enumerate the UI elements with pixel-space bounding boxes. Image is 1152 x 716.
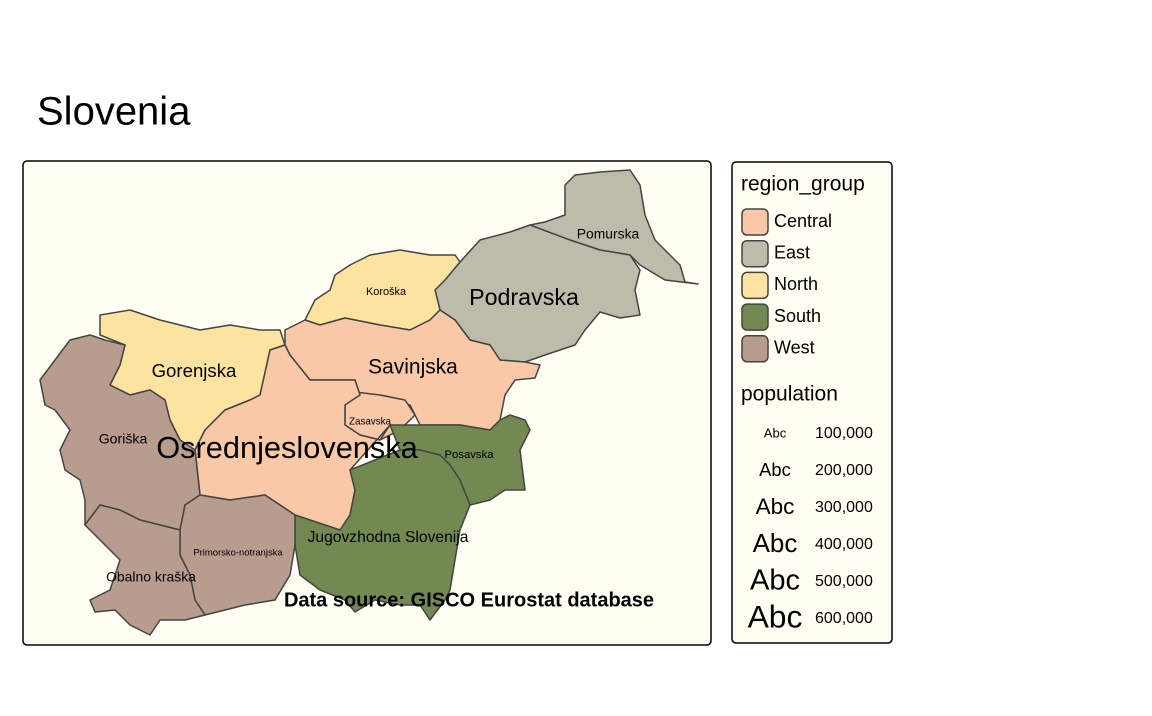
region-label: Koroška xyxy=(366,286,407,298)
legend-swatch xyxy=(741,335,769,363)
legend-label: 300,000 xyxy=(815,499,873,516)
legend-symbol: Abc xyxy=(750,565,800,597)
region-label: Posavska xyxy=(444,449,494,461)
regions xyxy=(39,169,699,636)
region-label: Zasavska xyxy=(349,417,391,428)
legend-label: 600,000 xyxy=(815,610,873,627)
region-label: Savinjska xyxy=(368,356,458,379)
data-source: Data source: GISCO Eurostat database xyxy=(284,589,654,611)
legend-symbol: Abc xyxy=(764,425,787,440)
region-label: Pomurska xyxy=(577,226,640,242)
legend-title: region_group xyxy=(741,173,865,196)
region-label: Primorsko-notranjska xyxy=(193,548,283,559)
legend-label: North xyxy=(774,274,818,294)
legend-swatch xyxy=(741,271,769,300)
legend-label: South xyxy=(774,306,821,326)
legend-label: 100,000 xyxy=(815,425,873,442)
legend-label: 200,000 xyxy=(815,462,873,479)
legend-swatch xyxy=(741,239,769,268)
legend-symbol: Abc xyxy=(756,494,795,519)
legend-swatch xyxy=(741,208,769,236)
legend: Central East North South West Abc 100,000 Abc 20… xyxy=(741,208,873,634)
legend-swatch xyxy=(741,303,769,331)
region-labels: Pomurska Podravska Koroška Gorenjska Savinjs… xyxy=(99,226,640,585)
legend-label: West xyxy=(774,338,815,358)
legend-label: 400,000 xyxy=(815,536,873,553)
legend-symbol: Abc xyxy=(753,528,798,558)
legend-panel xyxy=(731,161,893,644)
legend-title: population xyxy=(741,383,838,406)
region-label: Osrednjeslovenska xyxy=(156,430,418,465)
region xyxy=(84,504,206,636)
legend-symbol: Abc xyxy=(759,459,791,480)
legend-symbol: Abc xyxy=(748,598,803,634)
region-label: Jugovzhodna Slovenija xyxy=(308,529,469,546)
region-label: Gorenjska xyxy=(152,360,237,381)
map-title: Slovenia xyxy=(37,90,191,134)
region-label: Goriška xyxy=(99,431,148,447)
region-label: Obalno kraška xyxy=(106,569,196,585)
legend-label: 500,000 xyxy=(815,573,873,590)
legend-label: Central xyxy=(774,211,832,231)
legend-label: East xyxy=(774,242,810,262)
region-label: Podravska xyxy=(469,284,579,310)
